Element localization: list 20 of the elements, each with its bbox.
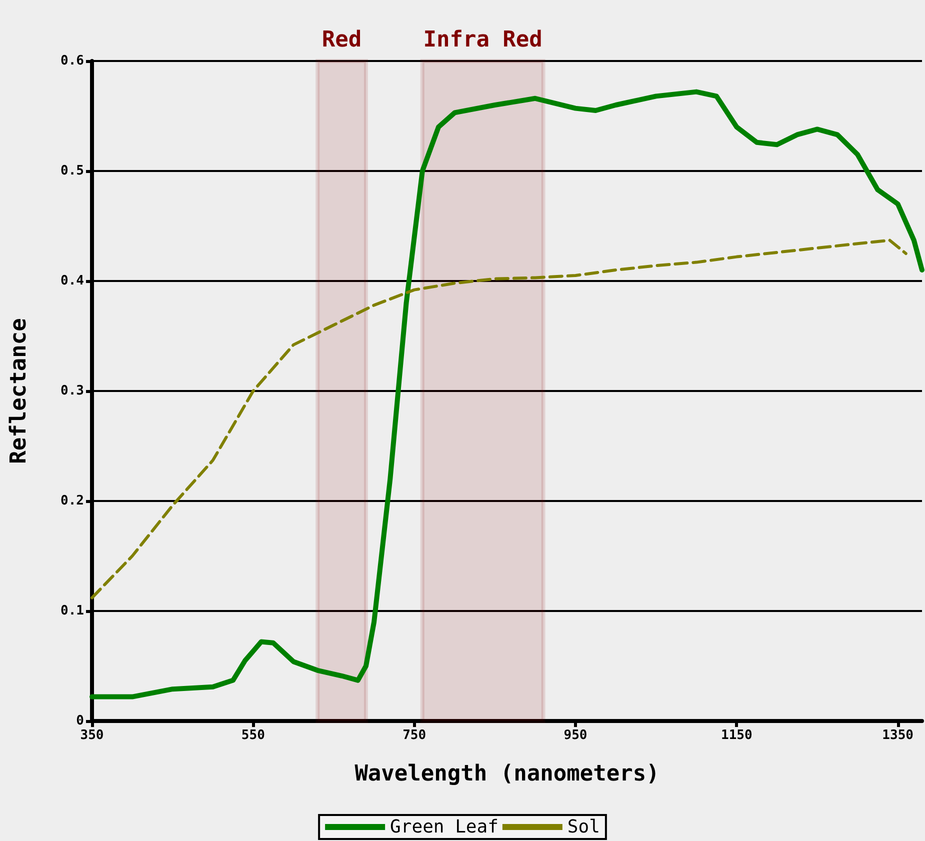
line-series — [90, 238, 908, 600]
x-tick-label: 1350 — [882, 728, 914, 743]
y-tick-label: 0 — [76, 714, 84, 728]
y-tick-label: 0.2 — [60, 494, 84, 508]
x-tick-label: 950 — [564, 728, 588, 743]
y-tick-label: 0.5 — [60, 164, 84, 178]
legend-label: Green Leaf — [390, 816, 498, 838]
y-tick-label: 0.4 — [60, 274, 84, 288]
y-tick-label: 0.3 — [60, 384, 84, 398]
x-tick-label: 1150 — [721, 728, 752, 743]
band-label: Red — [322, 28, 362, 52]
x-tick-label: 750 — [402, 728, 426, 743]
legend-label: Sol — [567, 816, 600, 838]
y-tick-label: 0.1 — [60, 604, 84, 618]
x-tick-label: 350 — [80, 728, 104, 743]
x-axis-title: Wavelength (nanometers) — [354, 762, 660, 786]
x-tick-label: 550 — [241, 728, 266, 743]
band-label: Infra Red — [423, 28, 542, 52]
y-tick-label: 0.6 — [60, 54, 84, 68]
y-axis-title: Reflectance — [6, 318, 32, 464]
